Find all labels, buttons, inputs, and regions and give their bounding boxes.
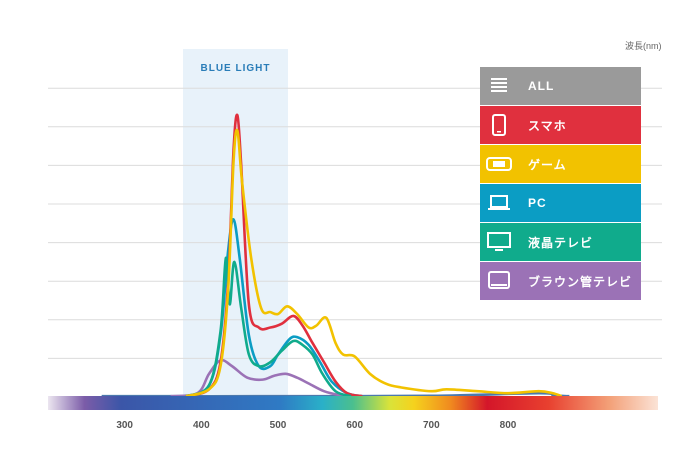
legend-label: ブラウン管テレビ — [528, 274, 633, 289]
spectrum-bar — [48, 396, 658, 410]
legend: ALL スマホゲーム PC 液晶テレビブラウン管テレビ — [480, 67, 641, 301]
legend-label: スマホ — [528, 118, 567, 133]
axis-unit-label: 波長(nm) — [625, 41, 662, 51]
x-tick-label: 700 — [423, 420, 440, 431]
crt-tv-icon — [480, 262, 518, 300]
legend-label: PC — [528, 196, 547, 210]
legend-item[interactable]: スマホ — [480, 106, 641, 144]
legend-item[interactable]: 液晶テレビ — [480, 223, 641, 261]
x-tick-label: 600 — [346, 420, 363, 431]
x-tick-label: 300 — [116, 420, 133, 431]
lcd-tv-icon — [480, 223, 518, 261]
all-list-icon — [480, 67, 518, 105]
x-tick-label: 800 — [500, 420, 517, 431]
legend-item[interactable]: ゲーム — [480, 145, 641, 183]
laptop-icon — [480, 184, 518, 222]
legend-label: ALL — [528, 79, 555, 93]
legend-item[interactable]: PC — [480, 184, 641, 222]
legend-item[interactable]: ブラウン管テレビ — [480, 262, 641, 300]
x-axis-ticks: 300 400 500 600 700 800 — [116, 420, 516, 431]
game-console-icon — [480, 145, 518, 183]
blue-light-label: BLUE LIGHT — [200, 63, 271, 74]
legend-label: ゲーム — [528, 157, 567, 172]
series-line-1 — [185, 128, 563, 398]
legend-label: 液晶テレビ — [528, 235, 594, 250]
smartphone-icon — [480, 106, 518, 144]
x-tick-label: 500 — [270, 420, 287, 431]
x-tick-label: 400 — [193, 420, 210, 431]
series-line-3 — [185, 256, 352, 398]
series-line-2 — [185, 218, 363, 398]
series-line-4 — [170, 358, 351, 398]
legend-item[interactable]: ALL — [480, 67, 641, 105]
